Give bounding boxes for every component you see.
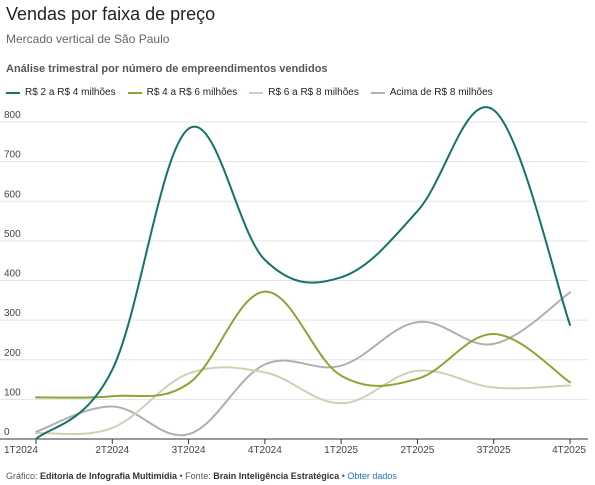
legend-item-series-1[interactable]: R$ 4 a R$ 6 milhões [127,87,238,98]
grid-layer [0,121,588,444]
footer-source-value: Brain Inteligência Estratégica [213,471,340,481]
series-lines [35,106,571,440]
legend-label-series-3: Acima de R$ 8 milhões [389,87,493,98]
x-tick-label: 4T2024 [248,445,282,456]
x-tick-label: 1T2024 [4,445,38,456]
legend-item-series-0[interactable]: R$ 2 a R$ 4 milhões [6,87,116,98]
legend-item-series-2[interactable]: R$ 6 a R$ 8 milhões [249,87,359,98]
series-line-2 [35,366,571,436]
footer: Gráfico: Editoria de Infografia Multimíd… [6,471,397,481]
footer-source-label: • Fonte: [177,471,214,481]
y-tick-label: 200 [4,348,21,359]
y-tick-label: 500 [4,229,21,240]
legend-item-series-3[interactable]: Acima de R$ 8 milhões [370,87,493,98]
legend-swatch-series-1 [127,91,142,94]
axis-labels: 0 100 200 300 400 500 600 700 800 1T2024 2T2024 3T2… [4,110,586,456]
x-tick-label: 3T2025 [477,445,511,456]
chart-subtitle: Mercado vertical de São Paulo [6,32,170,46]
chart-heading: Análise trimestral por número de empreen… [6,63,328,75]
legend-label-series-0: R$ 2 a R$ 4 milhões [25,87,116,98]
get-data-link[interactable]: Obter dados [347,471,397,481]
x-tick-label: 3T2024 [172,445,206,456]
y-tick-label: 600 [4,189,21,200]
legend-label-series-2: R$ 6 a R$ 8 milhões [268,87,359,98]
footer-credit-value: Editoria de Infografia Multimídia [40,471,178,481]
legend-swatch-series-2 [249,91,264,94]
legend-label-series-1: R$ 4 a R$ 6 milhões [146,87,238,98]
y-tick-label: 800 [4,110,21,121]
y-tick-label: 400 [4,269,21,280]
chart-title: Vendas por faixa de preço [6,4,216,24]
x-tick-label: 1T2025 [324,445,358,456]
x-tick-label: 2T2024 [95,445,129,456]
y-tick-label: 700 [4,150,21,161]
x-tick-label: 2T2025 [400,445,434,456]
series-line-1 [35,290,571,399]
legend-swatch-series-3 [370,91,385,94]
legend-swatch-series-0 [6,91,20,94]
footer-credit-label: Gráfico: [6,471,41,481]
legend: R$ 2 a R$ 4 milhões R$ 4 a R$ 6 milhões … [6,87,505,98]
footer-separator: • [339,471,348,481]
x-tick-label: 4T2025 [552,445,586,456]
y-tick-label: 300 [4,308,21,319]
y-tick-label: 100 [4,387,21,398]
series-line-0 [35,106,571,440]
y-tick-label: 0 [4,427,10,438]
series-line-3 [35,291,571,437]
